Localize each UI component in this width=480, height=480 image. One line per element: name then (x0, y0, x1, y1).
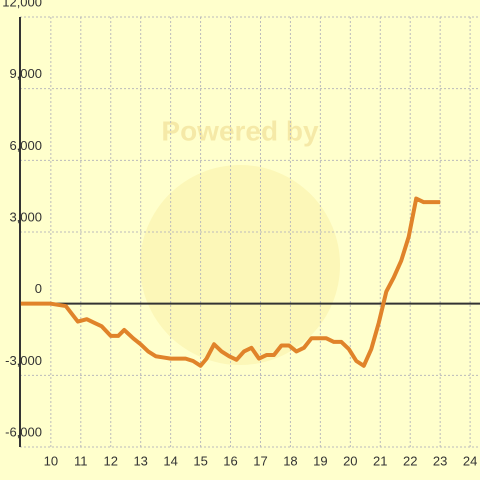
x-tick-label: 22 (403, 453, 417, 468)
x-tick-label: 17 (253, 453, 267, 468)
x-tick-label: 20 (343, 453, 357, 468)
x-tick-label: 15 (193, 453, 207, 468)
x-tick-label: 18 (283, 453, 297, 468)
watermark: Powered by (161, 115, 319, 146)
x-tick-label: 24 (463, 453, 477, 468)
x-tick-label: 19 (313, 453, 327, 468)
x-tick-label: 16 (223, 453, 237, 468)
y-tick-label: -3,000 (5, 353, 42, 368)
y-tick-label: 3,000 (9, 209, 42, 224)
y-tick-label: 12,000 (2, 0, 42, 9)
y-tick-label: 9,000 (9, 66, 42, 81)
y-tick-label: 6,000 (9, 138, 42, 153)
x-tick-label: 13 (133, 453, 147, 468)
y-tick-label: -6,000 (5, 424, 42, 439)
x-tick-label: 11 (74, 453, 88, 468)
watermark-logo (140, 165, 340, 365)
x-tick-label: 14 (163, 453, 177, 468)
line-series (20, 196, 441, 368)
x-tick-label: 10 (44, 453, 58, 468)
y-tick-label: 0 (35, 281, 42, 296)
x-tick-label: 21 (373, 453, 387, 468)
x-tick-label: 12 (104, 453, 118, 468)
x-tick-label: 23 (433, 453, 447, 468)
